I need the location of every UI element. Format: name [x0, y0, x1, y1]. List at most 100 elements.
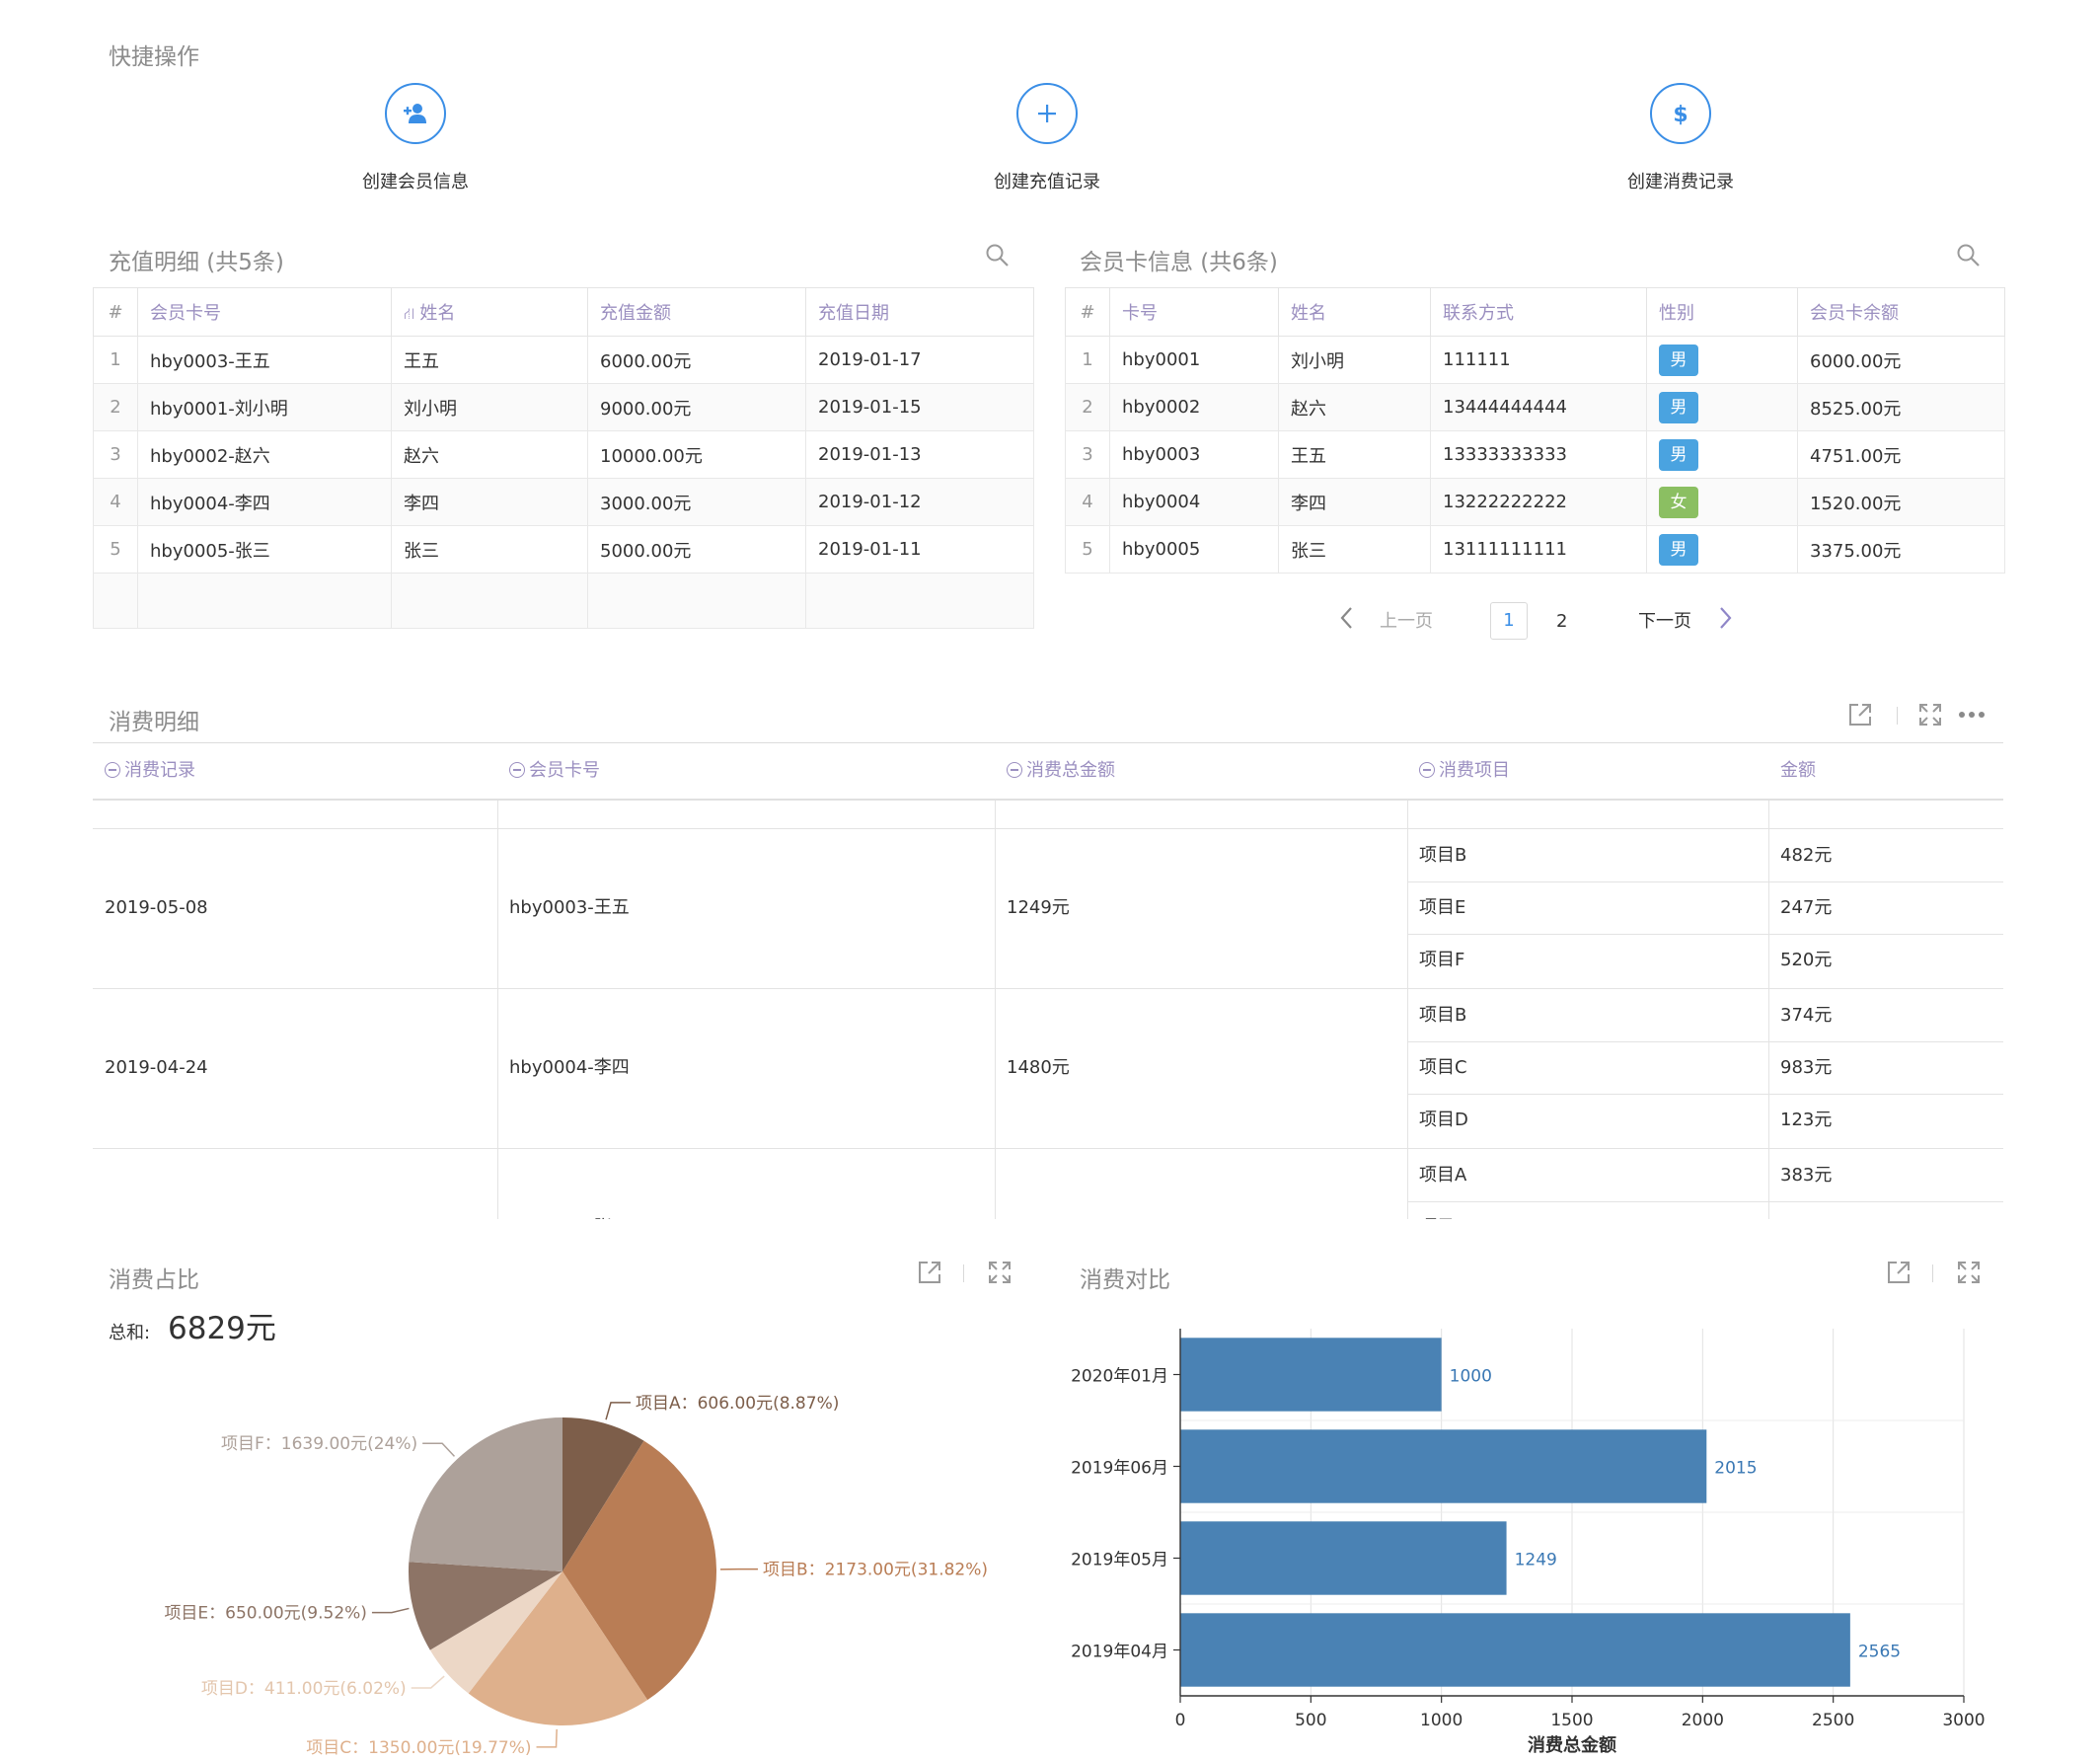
column-header[interactable]: 充值金额: [587, 287, 806, 337]
bar-value-label: 2015: [1714, 1459, 1757, 1479]
pie-slice[interactable]: [562, 1417, 644, 1571]
page-2-button[interactable]: 2: [1556, 611, 1568, 632]
consumption-date-cell: 2019-05-08: [105, 897, 208, 918]
table-row[interactable]: 1 hby0003-王五 王五 6000.00元 2019-01-17: [93, 336, 1034, 384]
column-header-record[interactable]: 消费记录: [93, 743, 195, 799]
fullscreen-icon[interactable]: [986, 1259, 1013, 1286]
table-row[interactable]: 2 hby0002 赵六 13444444444 男 8525.00元: [1065, 383, 2005, 431]
pie-label: 项目C：1350.00元(19.77%): [306, 1738, 531, 1758]
x-tick-label: 500: [1295, 1711, 1326, 1730]
table-cell: hby0002-赵六: [137, 430, 392, 479]
next-page-button[interactable]: 下一页: [1638, 611, 1691, 632]
table-cell: hby0004-李四: [137, 478, 392, 526]
table-row[interactable]: 3 hby0002-赵六 赵六 10000.00元 2019-01-13: [93, 430, 1034, 479]
fullscreen-icon[interactable]: [1955, 1259, 1983, 1286]
consumption-amount-cell: 374元: [1780, 1005, 1833, 1026]
members-title: 会员卡信息 (共6条): [1080, 250, 1278, 275]
column-header[interactable]: 会员卡余额: [1797, 287, 2005, 337]
page-1-button[interactable]: 1: [1490, 602, 1528, 640]
column-header[interactable]: 联系方式: [1430, 287, 1647, 337]
bar[interactable]: [1180, 1429, 1707, 1503]
chevron-left-icon[interactable]: [1337, 605, 1357, 631]
pie-slice[interactable]: [409, 1417, 562, 1571]
export-icon[interactable]: [1885, 1259, 1912, 1286]
table-row[interactable]: 5 hby0005-张三 张三 5000.00元 2019-01-11: [93, 525, 1034, 574]
create-member-button[interactable]: 创建会员信息: [267, 83, 563, 193]
x-axis-label: 消费总金额: [1528, 1734, 1616, 1753]
members-table: # 卡号 姓名 联系方式 性别 会员卡余额 1 hby0001 刘小明 111111 男…: [1065, 287, 2005, 574]
pie-label: 项目A：606.00元(8.87%): [636, 1394, 839, 1414]
pie-slice[interactable]: [429, 1571, 562, 1694]
table-row[interactable]: 2 hby0001-刘小明 刘小明 9000.00元 2019-01-15: [93, 383, 1034, 431]
chevron-right-icon[interactable]: [1715, 605, 1735, 631]
table-cell: 赵六: [391, 430, 588, 479]
pie-slice[interactable]: [562, 1440, 716, 1701]
gender-badge: 男: [1659, 533, 1698, 566]
table-header-row: # 卡号 姓名 联系方式 性别 会员卡余额: [1065, 287, 2005, 337]
item-divider: [1407, 1201, 2003, 1202]
search-icon[interactable]: [1956, 243, 1982, 268]
table-cell: hby0005-张三: [137, 525, 392, 574]
row-index: 5: [93, 525, 138, 574]
column-header-card[interactable]: 会员卡号: [497, 743, 600, 799]
create-consumption-label: 创建消费记录: [1627, 172, 1734, 192]
pie-slice[interactable]: [409, 1562, 562, 1650]
gender-cell: 男: [1646, 430, 1798, 479]
table-cell: hby0005: [1109, 525, 1279, 574]
x-tick-label: 1000: [1420, 1711, 1462, 1730]
table-cell: hby0004: [1109, 478, 1279, 526]
x-tick-label: 1500: [1550, 1711, 1593, 1730]
consumption-item-cell: 项目B: [1419, 1005, 1467, 1026]
item-divider: [1407, 1041, 2003, 1042]
column-header-total[interactable]: 消费总金额: [995, 743, 1115, 799]
pie-slice[interactable]: [468, 1571, 648, 1725]
column-header[interactable]: 会员卡号: [137, 287, 392, 337]
table-row[interactable]: 1 hby0001 刘小明 111111 男 6000.00元: [1065, 336, 2005, 384]
column-header[interactable]: 姓名: [1278, 287, 1431, 337]
search-icon[interactable]: [985, 243, 1011, 268]
table-cell: 13222222222: [1430, 478, 1647, 526]
column-header[interactable]: 性别: [1646, 287, 1798, 337]
y-tick-label: 2019年05月: [1071, 1551, 1168, 1570]
table-row[interactable]: 4 hby0004 李四 13222222222 女 1520.00元: [1065, 478, 2005, 526]
table-row[interactable]: 5 hby0005 张三 13111111111 男 3375.00元: [1065, 525, 2005, 574]
column-divider: [995, 799, 996, 1219]
pie-label: 项目D：411.00元(6.02%): [201, 1679, 407, 1699]
table-row[interactable]: 3 hby0003 王五 13333333333 男 4751.00元: [1065, 430, 2005, 479]
column-header[interactable]: 充值日期: [805, 287, 1034, 337]
consumption-amount-cell: 313元: [1768, 1202, 1832, 1219]
prev-page-button[interactable]: 上一页: [1380, 611, 1433, 632]
export-icon[interactable]: [1846, 701, 1874, 728]
bar[interactable]: [1180, 1613, 1850, 1687]
add-user-icon: [385, 83, 446, 144]
divider: [1932, 1264, 1933, 1282]
consumption-item-cell: 项目F: [1419, 950, 1465, 970]
create-consumption-button[interactable]: $ 创建消费记录: [1533, 83, 1829, 193]
table-cell: hby0001: [1109, 336, 1279, 384]
bar[interactable]: [1180, 1521, 1507, 1595]
row-index: 1: [93, 336, 138, 384]
pie-label-line: [371, 1607, 410, 1614]
divider: [963, 1264, 964, 1282]
column-header-name[interactable]: ⛙ 姓名: [391, 287, 588, 337]
gender-cell: 男: [1646, 383, 1798, 431]
bar[interactable]: [1180, 1338, 1442, 1412]
consumption-total-cell: 1249元: [1007, 897, 1070, 918]
column-header[interactable]: 卡号: [1109, 287, 1279, 337]
column-header: #: [1065, 287, 1110, 337]
gender-badge: 女: [1659, 486, 1698, 518]
table-row[interactable]: 4 hby0004-李四 李四 3000.00元 2019-01-12: [93, 478, 1034, 526]
row-divider: [93, 1148, 2003, 1149]
fullscreen-icon[interactable]: [1916, 701, 1944, 728]
consumption-total-cell: 1085元: [995, 1202, 1070, 1219]
more-icon[interactable]: [1958, 709, 1986, 721]
column-header-item[interactable]: 消费项目: [1407, 743, 1510, 799]
column-header-amount[interactable]: 金额: [1780, 760, 1816, 781]
table-cell: hby0002: [1109, 383, 1279, 431]
pie-label-line: [422, 1442, 456, 1457]
export-icon[interactable]: [916, 1259, 943, 1286]
table-cell: hby0001-刘小明: [137, 383, 392, 431]
gender-cell: 女: [1646, 478, 1798, 526]
create-recharge-button[interactable]: 创建充值记录: [899, 83, 1195, 193]
pie-label: 项目E：650.00元(9.52%): [164, 1604, 367, 1624]
